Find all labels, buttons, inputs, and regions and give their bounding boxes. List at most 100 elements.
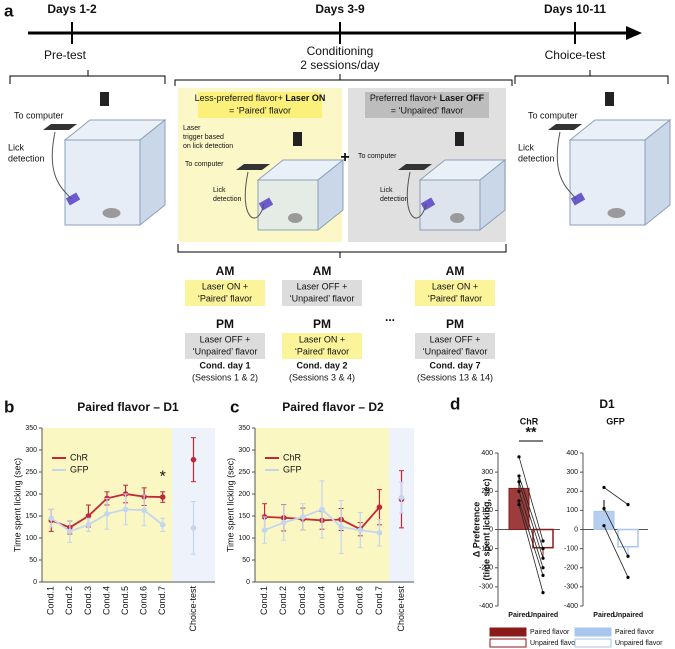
day: Cond. day 2 [296,360,347,370]
point [67,528,73,535]
am-text: ‘Paired’ flavor [428,293,482,303]
label: Lick [518,142,535,152]
y-tick-label: 400 [566,450,578,457]
y-label: Time spent licking (sec) [12,458,22,552]
am-text: ‘Paired’ flavor [198,293,252,303]
am-text: ‘Unpaired’ flavor [290,293,355,303]
x-tick-label: Cond.6 [139,586,149,615]
chart-title: GFP [606,416,625,426]
cable [556,131,577,200]
lick-sensor [420,197,436,211]
y-tick-label: 250 [238,469,250,476]
y-label: Δ Preference [471,502,481,558]
x-tick-label: Paired [508,612,529,619]
label: on lick detection [183,143,233,150]
phase: Conditioning [307,44,374,58]
legend-swatch [489,627,527,637]
brace [9,70,166,84]
point [141,507,147,514]
t: Less-preferred flavor+ [195,93,286,103]
subject-point [626,503,630,507]
subject-point [517,480,521,484]
cage [644,118,671,227]
panel-label: c [230,397,239,416]
plus: + [340,149,349,166]
lick-sensor [570,192,586,206]
mouse [607,208,626,218]
subject-point [602,485,606,490]
y-tick-label: -100 [564,545,578,552]
legend-label: Unpaired flavor [615,640,663,647]
point [190,525,197,531]
day-label: Days 10-11 [544,2,606,16]
subject-line [603,487,629,505]
pm-text: Laser OFF + [430,334,481,344]
label: detection [518,153,555,163]
y-tick-label: -200 [564,565,578,572]
am-label: AM [313,264,332,278]
subject-line [518,456,544,542]
point [85,522,92,528]
y-tick-label: 200 [25,491,37,498]
legend-label: GFP [70,464,89,474]
mouse [102,208,121,218]
t: Laser OFF [440,93,485,103]
subject-point [517,499,521,503]
pm-label: PM [313,317,331,331]
legend-swatch [574,638,612,648]
laser [605,92,614,106]
pm-box [415,333,495,359]
am-text: Laser OFF + [297,281,348,291]
legend-label: GFP [283,464,302,474]
subject-line [603,525,629,578]
panel-label: d [450,394,460,413]
y-tick-label: 200 [238,491,250,498]
label: detection [8,153,45,163]
y-tick-label: 0 [246,579,250,586]
point [190,456,197,463]
x-tick-label: Choice-test [396,586,406,632]
point [398,494,405,501]
y-tick-label: 200 [566,488,578,495]
label: Lick [380,187,393,194]
legend-label: ChR [283,452,302,462]
y-tick-label: 350 [238,425,250,432]
x-tick-label: Cond.1 [46,586,56,615]
paired-header-text: Less-preferred flavor+ Laser ON [195,93,326,103]
subject-point [541,566,545,570]
point [338,524,344,530]
x-tick-label: Cond.4 [101,586,111,615]
y-tick-label: -300 [479,584,493,591]
y-tick-label: 0 [33,579,37,586]
pm-label: PM [446,317,464,331]
laser [100,92,109,106]
panel-heading: D1 [599,397,615,411]
point [122,506,129,513]
y-tick-label: 150 [25,513,37,520]
computer [43,124,77,130]
pm-box [185,333,265,359]
y-tick-label: 300 [25,447,37,454]
annotation: ** [526,424,537,440]
point [48,515,55,521]
y-tick-label: -100 [479,545,493,552]
am-text: Laser ON + [432,281,478,291]
subject-line [518,491,544,568]
label: To computer [528,110,578,120]
x-tick-label: Paired [593,612,614,619]
bar [617,528,639,548]
laser [455,132,464,146]
subject-point [541,539,545,543]
x-tick-label: Cond.2 [64,586,74,615]
y-tick-label: -300 [564,584,578,591]
subject-point [541,556,545,560]
y-tick-label: 300 [566,469,578,476]
phase: 2 sessions/day [300,58,379,72]
point [300,514,306,520]
computer [548,124,582,130]
subject-line [518,500,544,576]
x-tick-label: Cond.6 [355,586,365,615]
subject-point [517,455,521,459]
x-tick-label: Cond.5 [336,586,346,615]
cage [317,158,344,232]
